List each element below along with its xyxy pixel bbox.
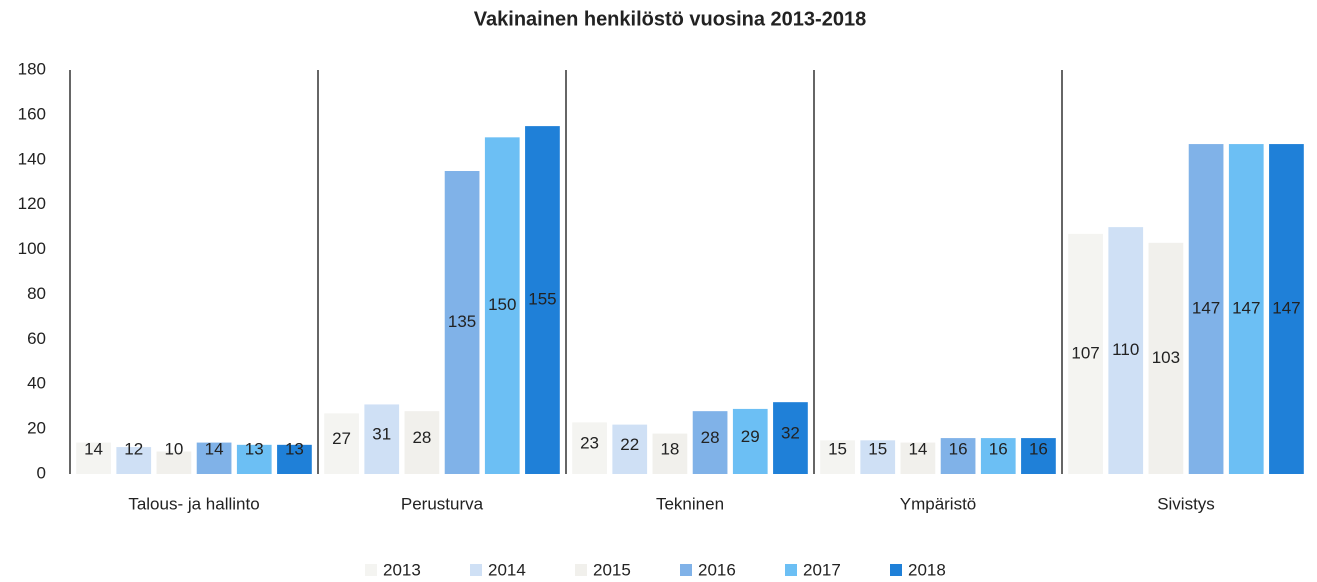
bar (116, 447, 152, 474)
bar (1188, 144, 1224, 475)
data-label: 150 (488, 295, 516, 314)
x-tick-label: Ympäristö (900, 494, 977, 513)
data-label: 16 (989, 439, 1008, 458)
bar (277, 444, 312, 474)
bar (773, 402, 808, 474)
x-tick-label: Talous- ja hallinto (128, 494, 259, 513)
bar (692, 411, 728, 474)
bar (732, 408, 768, 474)
data-label: 10 (164, 439, 183, 458)
bar (652, 433, 688, 474)
x-tick-label: Tekninen (656, 494, 724, 513)
legend-label: 2014 (488, 560, 526, 579)
bar (484, 137, 520, 475)
data-label: 16 (949, 439, 968, 458)
bar (196, 442, 232, 474)
legend-swatch (890, 564, 902, 576)
bar (236, 444, 272, 474)
bar (76, 442, 111, 474)
y-tick-label: 180 (18, 59, 46, 78)
data-label: 15 (868, 439, 887, 458)
legend-label: 2015 (593, 560, 631, 579)
data-label: 110 (1112, 340, 1139, 359)
x-tick-label: Sivistys (1157, 494, 1215, 513)
bar (1269, 144, 1304, 475)
data-label: 23 (580, 434, 599, 453)
bar (572, 422, 607, 474)
y-tick-label: 20 (27, 419, 46, 438)
data-label: 135 (448, 312, 476, 331)
data-label: 18 (660, 439, 679, 458)
data-label: 14 (84, 439, 103, 458)
legend-label: 2013 (383, 560, 421, 579)
bar (940, 438, 976, 474)
legend-swatch (365, 564, 377, 576)
legend-swatch (680, 564, 692, 576)
bar (1108, 227, 1144, 474)
y-tick-label: 60 (27, 329, 46, 348)
bar (444, 171, 480, 474)
y-tick-label: 80 (27, 284, 46, 303)
legend-swatch (470, 564, 482, 576)
data-label: 27 (332, 429, 351, 448)
data-label: 29 (741, 427, 760, 446)
legend-swatch (575, 564, 587, 576)
chart-title: Vakinainen henkilöstö vuosina 2013-2018 (474, 8, 866, 30)
y-tick-label: 100 (18, 239, 46, 258)
bar (980, 438, 1016, 474)
data-label: 22 (620, 435, 639, 454)
data-label: 147 (1232, 299, 1260, 318)
bar (1148, 242, 1184, 474)
data-label: 12 (124, 439, 143, 458)
data-label: 28 (701, 428, 720, 447)
data-label: 13 (285, 439, 304, 458)
bar (525, 126, 560, 474)
bar (364, 404, 400, 474)
legend-label: 2017 (803, 560, 841, 579)
bar (900, 442, 936, 474)
data-label: 14 (908, 439, 927, 458)
bar (324, 413, 359, 474)
data-label: 13 (245, 439, 264, 458)
data-label: 155 (528, 290, 556, 309)
bar (1228, 144, 1264, 475)
data-label: 28 (412, 428, 431, 447)
data-label: 15 (828, 439, 847, 458)
legend-swatch (785, 564, 797, 576)
data-label: 16 (1029, 439, 1048, 458)
y-tick-label: 140 (18, 149, 46, 168)
bar (156, 451, 192, 474)
data-label: 32 (781, 424, 800, 443)
data-label: 14 (205, 439, 224, 458)
y-tick-label: 120 (18, 194, 46, 213)
bar (1021, 438, 1056, 474)
bar (404, 411, 440, 474)
bar (1068, 233, 1103, 474)
y-tick-label: 160 (18, 104, 46, 123)
x-tick-label: Perusturva (401, 494, 484, 513)
data-label: 147 (1192, 299, 1220, 318)
bar (612, 424, 648, 474)
data-label: 103 (1152, 348, 1180, 367)
data-label: 107 (1071, 343, 1099, 362)
data-label: 31 (372, 425, 391, 444)
legend-label: 2016 (698, 560, 736, 579)
data-label: 147 (1272, 299, 1300, 318)
bar (860, 440, 896, 474)
legend-label: 2018 (908, 560, 946, 579)
y-tick-label: 40 (27, 374, 46, 393)
y-tick-label: 0 (37, 463, 46, 482)
bar (820, 440, 855, 474)
